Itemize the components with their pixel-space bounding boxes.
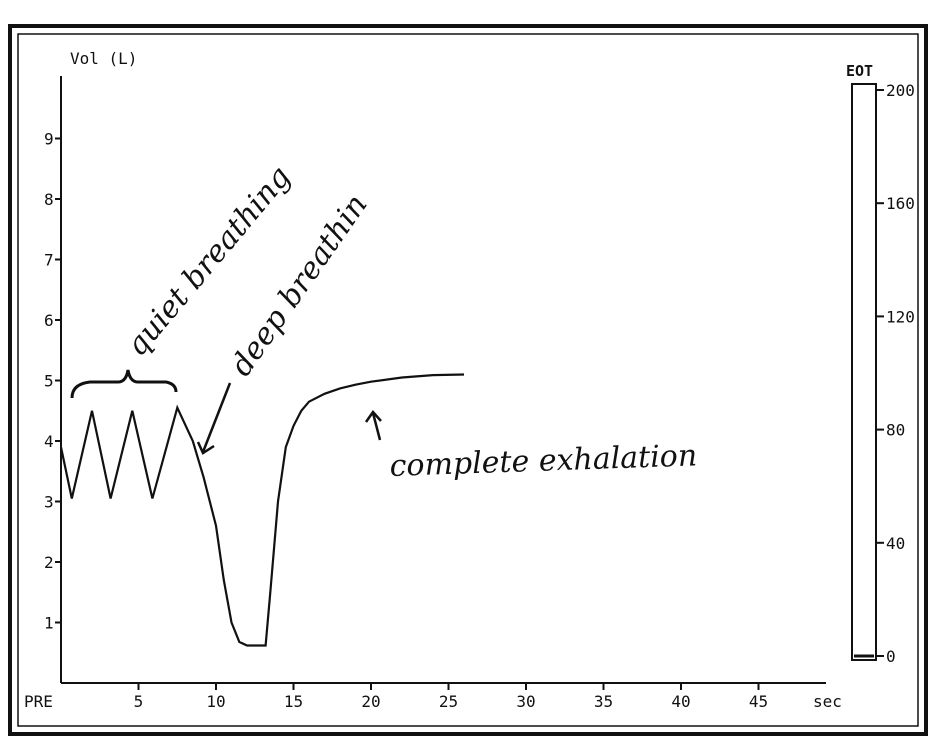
gauge-tick-label: 80 <box>886 421 905 440</box>
y-tick-label: 2 <box>44 553 54 572</box>
x-tick-label: 5 <box>134 692 144 711</box>
outer-frame <box>8 24 928 736</box>
y-ticks: 1 2 3 4 5 6 7 8 9 <box>44 130 61 633</box>
gauge-tick-label: 200 <box>886 81 915 100</box>
y-tick-label: 6 <box>44 311 54 330</box>
volume-line <box>59 373 465 647</box>
x-axis-label: sec <box>813 692 842 711</box>
gauge-label: EOT <box>846 62 873 80</box>
x-tick-label: 15 <box>284 692 303 711</box>
y-tick-label: 5 <box>44 372 54 391</box>
x-tick-label: 10 <box>206 692 225 711</box>
inner-frame <box>17 33 919 727</box>
x-tick-label: 40 <box>671 692 690 711</box>
x-tick-label: 25 <box>439 692 458 711</box>
x-tick-label: 35 <box>594 692 613 711</box>
eot-gauge-fill <box>854 654 874 658</box>
y-tick-label: 9 <box>44 130 54 149</box>
eot-gauge <box>851 83 877 661</box>
x-tick-label: 45 <box>749 692 768 711</box>
x-tick-label: 20 <box>361 692 380 711</box>
x-tick-label: 30 <box>516 692 535 711</box>
complete-exhalation-text: complete exhalation <box>389 438 698 484</box>
y-axis-label: Vol (L) <box>70 49 137 68</box>
annotation-complete-exhalation: complete exhalation <box>364 409 698 484</box>
gauge-tick-label: 40 <box>886 534 905 553</box>
y-tick-label: 7 <box>44 251 54 270</box>
x-tick-label-pre: PRE <box>24 692 53 711</box>
gauge-tick-label: 0 <box>886 647 896 666</box>
y-tick-label: 3 <box>44 493 54 512</box>
gauge-tick-label: 120 <box>886 307 915 326</box>
y-tick-label: 1 <box>44 614 54 633</box>
gauge-tick-label: 160 <box>886 194 915 213</box>
gauge-ticks: 200 160 120 80 40 0 <box>876 81 915 666</box>
x-ticks: 5 10 15 20 25 30 35 40 45 <box>134 683 768 711</box>
y-tick-label: 8 <box>44 190 54 209</box>
y-tick-label: 4 <box>44 432 54 451</box>
